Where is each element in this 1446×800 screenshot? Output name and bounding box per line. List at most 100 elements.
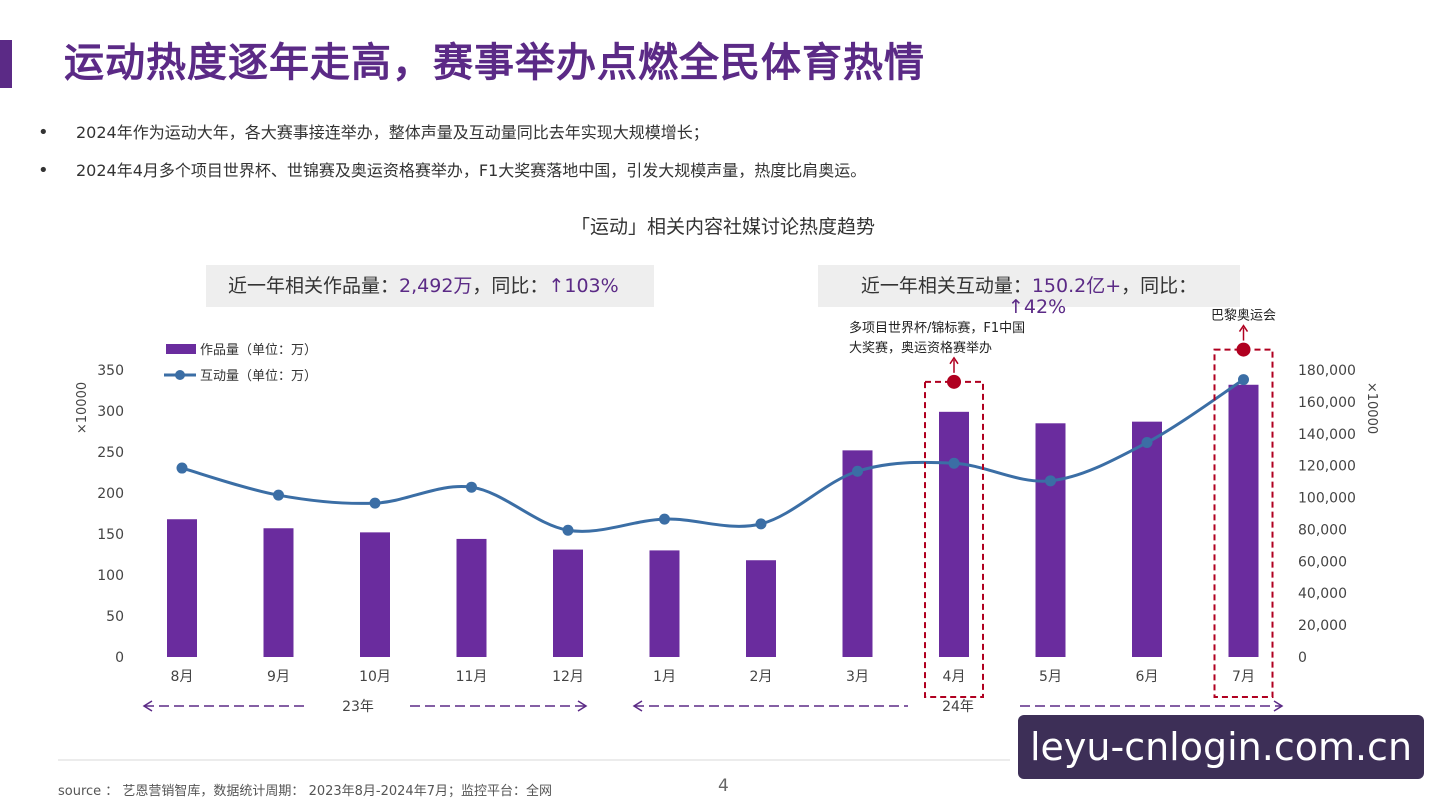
kpi-interaction-yoy-label: ，同比： [1121,275,1198,297]
point-interaction-12 [1238,374,1249,386]
bullet-item-1: • 2024年作为运动大年，各大赛事接连举办，整体声量及互动量同比去年实现大规模… [38,120,1418,158]
x-tick-label: 1月 [653,669,676,685]
bullet-dot: • [38,160,49,181]
highlight-box-4月 [924,380,984,698]
y-left-tick-label: 100 [97,568,124,584]
highlight-arrow-head [949,356,959,365]
page-title: 运动热度逐年走高，赛事举办点燃全民体育热情 [64,40,925,86]
point-interaction-9 [948,457,960,469]
year-24-arrow-right-head [1273,700,1284,712]
bullet-dot: • [38,122,49,143]
kpi-works-value: 2,492万 [399,275,473,297]
bar-works-10 [1035,423,1066,657]
bar-works-12 [1228,384,1259,657]
highlight-marker [1236,342,1251,357]
bar-works-1 [167,519,197,657]
point-interaction-11 [1141,437,1153,449]
point-interaction-1 [176,462,188,474]
y-right-tick-label: 80,000 [1298,522,1347,538]
y-left-unit-label: ×10000 [75,382,90,434]
x-tick-label: 2月 [750,669,773,685]
kpi-interaction-yoy-value: ↑42% [1008,296,1067,318]
point-interaction-8 [852,465,863,477]
bullet-text-1: 2024年作为运动大年，各大赛事接连举办，整体声量及互动量同比去年实现大规模增长… [76,123,709,142]
y-right-tick-label: 160,000 [1298,395,1356,411]
legend-bar-label: 作品量（单位：万） [200,343,317,358]
x-tick-label: 9月 [267,669,290,685]
y-right-unit-label: ×10000 [1364,382,1379,434]
highlight-marker [947,374,961,389]
year-24-arrow-left-head [632,700,643,712]
x-tick-label: 8月 [171,669,194,685]
y-left-tick-label: 200 [97,486,124,502]
y-left-tick-label: 300 [97,404,124,420]
bar-works-7 [746,560,776,657]
y-right-tick-label: 0 [1298,650,1307,666]
y-left-tick-label: 150 [97,527,124,543]
x-tick-label: 12月 [552,669,584,685]
bullet-item-2: • 2024年4月多个项目世界杯、世锦赛及奥运资格赛举办，F1大奖赛落地中国，引… [38,158,1418,196]
legend-bar-swatch [166,344,196,354]
kpi-works-yoy-label: ，同比： [472,275,549,297]
title-accent-bar [0,40,12,88]
y-left-tick-label: 0 [115,650,124,666]
watermark-banner: leyu-cnlogin.com.cn [1018,715,1424,779]
point-interaction-2 [273,489,284,501]
bullet-text-2: 2024年4月多个项目世界杯、世锦赛及奥运资格赛举办，F1大奖赛落地中国，引发大… [76,161,867,180]
bar-works-4 [456,538,487,657]
annotation-text: 多项目世界杯/锦标赛，F1中国 [849,320,1025,336]
kpi-interaction-label: 近一年相关互动量： [860,275,1032,297]
kpi-works-label: 近一年相关作品量： [228,275,400,297]
y-right-tick-label: 180,000 [1298,363,1356,379]
x-tick-label: 7月 [1232,669,1255,685]
y-right-tick-label: 140,000 [1298,427,1356,443]
y-right-tick-label: 40,000 [1298,586,1347,602]
point-interaction-7 [755,518,767,530]
bar-works-6 [649,550,680,657]
bar-works-5 [553,549,583,657]
bullet-list: • 2024年作为运动大年，各大赛事接连举办，整体声量及互动量同比去年实现大规模… [38,120,1418,196]
year-label-24: 24年 [942,699,974,715]
y-right-tick-label: 120,000 [1298,459,1356,475]
y-left-tick-label: 250 [97,445,124,461]
y-right-tick-label: 60,000 [1298,554,1347,570]
bar-works-3 [360,532,390,657]
bar-works-11 [1132,421,1162,657]
x-tick-label: 4月 [943,669,966,685]
chart-title: 「运动」相关内容社媒讨论热度趋势 [570,216,875,238]
page-number: 4 [718,776,729,796]
kpi-interaction-value: 150.2亿+ [1031,275,1122,297]
year-23-arrow-left-head [142,700,153,712]
kpi-works-box: 近一年相关作品量：2,492万，同比：↑103% [206,265,654,307]
point-interaction-6 [659,513,670,525]
year-label-23: 23年 [342,699,374,715]
kpi-works-yoy-value: ↑103% [548,275,619,297]
annotation-text: 巴黎奥运会 [1211,309,1276,324]
legend-line-label: 互动量（单位：万） [200,369,317,384]
x-tick-label: 6月 [1136,669,1159,685]
y-left-tick-label: 50 [106,609,124,625]
y-right-tick-label: 100,000 [1298,491,1356,507]
y-right-tick-label: 20,000 [1298,618,1347,634]
point-interaction-10 [1045,475,1056,487]
x-tick-label: 11月 [456,669,488,685]
y-left-tick-label: 350 [97,363,124,379]
kpi-interaction-box: 近一年相关互动量：150.2亿+，同比： [818,265,1240,307]
highlight-box-7月 [1213,348,1274,698]
source-note: source ： 艺恩营销智库，数据统计周期： 2023年8月-2024年7月；… [58,784,552,799]
point-interaction-3 [369,497,381,509]
point-interaction-5 [562,524,574,536]
year-23-arrow-right-head [577,700,588,712]
x-tick-label: 5月 [1039,669,1062,685]
bar-works-9 [939,411,969,657]
annotation-text: 大奖赛，奥运资格赛举办 [849,340,992,356]
legend-line-marker [175,370,185,380]
line-interaction [181,378,1245,533]
highlight-arrow-head [1238,324,1249,332]
bar-works-8 [842,450,873,657]
point-interaction-4 [466,481,477,493]
x-tick-label: 10月 [359,669,391,685]
x-tick-label: 3月 [846,669,869,685]
bar-works-2 [263,528,294,657]
